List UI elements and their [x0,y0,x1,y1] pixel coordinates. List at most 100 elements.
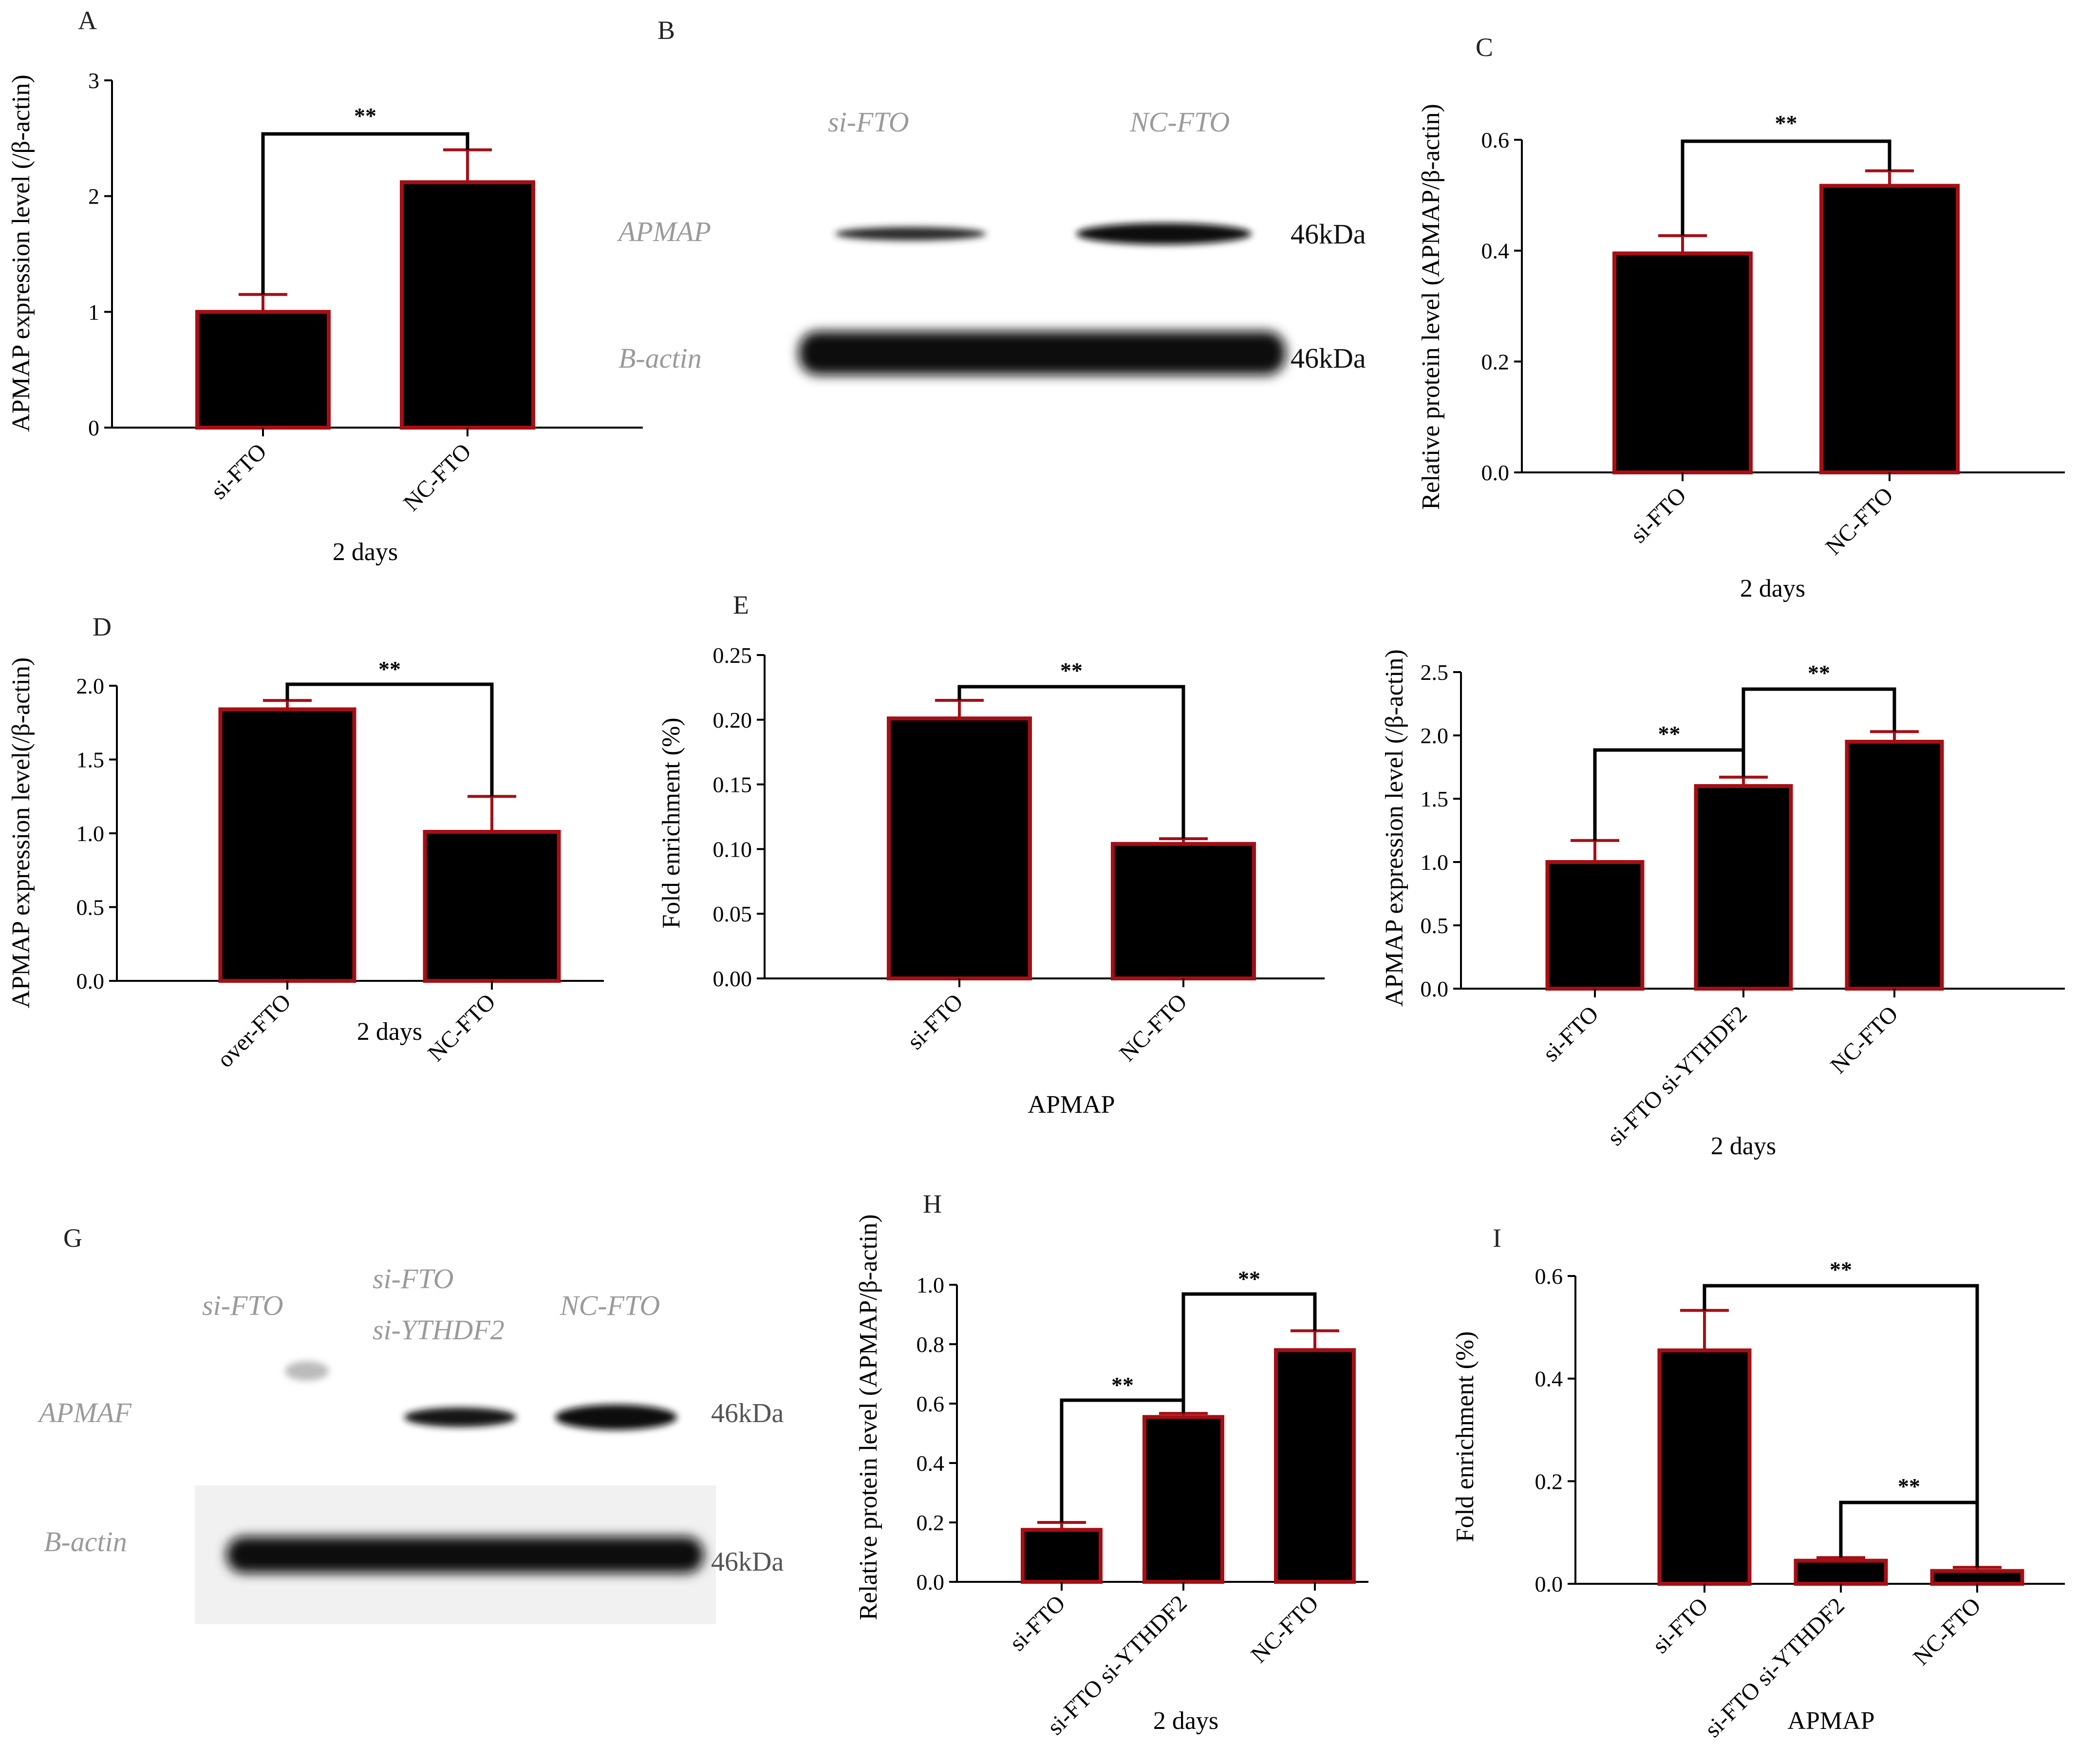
blot-b-lane-label-si-fto: si-FTO [828,106,909,138]
chart-f-y-tick-label: 0.5 [1421,913,1449,938]
chart-d-x-axis-title: 2 days [357,1018,422,1046]
panel-letter-a: A [78,6,97,35]
chart-c-y-tick-label: 0.4 [1481,239,1510,263]
chart-e-category-label-si-fto: si-FTO [902,989,968,1054]
blot-b-band-apmap-nc-fto [1076,223,1252,244]
chart-i-significance-label: ** [1898,1474,1920,1499]
chart-i-category-label-nc-fto: NC-FTO [1908,1593,1985,1670]
chart-h-category-label-nc-fto: NC-FTO [1246,1590,1323,1668]
chart-a-y-tick-label: 1 [88,300,99,324]
chart-c-significance-bracket [1681,139,1891,236]
chart-f-y-tick-label: 0.0 [1421,976,1449,1001]
chart-d-category-label-over-fto: over-FTO [212,989,296,1072]
chart-d-y-tick-label: 0.5 [76,895,105,920]
chart-f-y-tick-label: 2.5 [1421,660,1449,685]
chart-e-y-tick-label: 0.25 [713,643,752,668]
chart-f-bar-si-fto [1545,860,1645,991]
chart-a-y-axis-title: APMAP expression level (/β-actin) [7,75,35,432]
chart-c-category-label-si-fto: si-FTO [1626,482,1691,548]
chart-d-significance-label: ** [378,657,401,681]
chart-d-y-tick-label: 0.0 [76,969,105,994]
blot-b-row-label-b-actin: B-actin [618,342,702,374]
chart-c-significance-label: ** [1775,111,1797,135]
chart-e-bar-si-fto [887,716,1032,981]
chart-h-category-label-si-fto: si-FTO [1005,1590,1070,1656]
chart-i-bar-si-fto [1657,1348,1752,1586]
chart-d-y-tick-label: 1.0 [76,821,105,846]
blot-g-kda-apmaf: 46kDa [711,1398,784,1428]
western-blot-b: si-FTO NC-FTO APMAP B-actin 46kDa 46kDa [617,106,1366,375]
chart-e-y-axis-title: Fold enrichment (%) [657,717,685,928]
chart-h-y-tick-label: 0.6 [917,1391,945,1416]
panel-letter-d: D [93,612,112,641]
chart-panel-c: 0.0 0.2 0.4 0.6 si-FTO NC-FTO ** Relative prote… [1417,104,2065,602]
chart-f-y-axis-title: APMAP expression level (/β-actin) [1381,649,1408,1007]
chart-a-bar-nc-fto [400,180,535,430]
chart-e-y-tick-label: 0.15 [713,772,752,797]
blot-g-kda-b-actin: 46kDa [711,1547,784,1577]
chart-a-bar-si-fto [195,310,331,430]
chart-c-category-label-nc-fto: NC-FTO [1820,482,1898,560]
panel-letter-b: B [657,16,675,45]
chart-i-y-axis-title: Fold enrichment (%) [1451,1331,1479,1542]
chart-i-bar-nc-fto [1930,1569,2024,1586]
chart-i-significance-bracket [1703,1284,1979,1568]
blot-g-band-faint [285,1361,329,1381]
chart-e-bar-nc-fto [1111,842,1256,980]
chart-a-significance-bracket [261,132,469,295]
chart-c-y-tick-label: 0.6 [1481,128,1510,152]
blot-b-lane-label-nc-fto: NC-FTO [1129,106,1230,138]
chart-f-significance-label: ** [1658,721,1681,746]
chart-h-y-tick-label: 0.8 [917,1332,945,1357]
chart-i-y-tick-label: 0.4 [1535,1367,1563,1391]
chart-d-y-axis-title: APMAP expression level(/β-actin) [7,657,35,1009]
blot-b-kda-apmap: 46kDa [1291,218,1366,250]
chart-e-significance-label: ** [1060,658,1083,683]
blot-b-band-apmap-si-fto [835,227,986,241]
chart-i-significance-bracket [1839,1501,1979,1568]
blot-g-lane-label-nc-fto: NC-FTO [560,1290,660,1321]
chart-i-significance-label: ** [1830,1257,1852,1282]
blot-b-band-b-actin [799,331,1286,375]
chart-d-bar-nc-fto [423,829,561,983]
blot-g-band-b-actin [226,1537,704,1573]
chart-e-y-tick-label: 0.05 [713,901,752,926]
chart-f-bar-nc-fto [1845,740,1944,991]
chart-f-significance-bracket [1741,687,1896,777]
chart-h-significance-bracket [1181,1292,1317,1414]
chart-i-y-tick-label: 0.6 [1535,1264,1563,1289]
blot-g-lane-label-si-fto: si-FTO [202,1290,283,1321]
panel-letter-c: C [1476,33,1493,62]
chart-a-category-label-si-fto: si-FTO [206,438,272,504]
chart-h-y-axis-title: Relative protein level (APMAP/β-actin) [855,1214,882,1620]
chart-h-x-axis-title: 2 days [1153,1707,1218,1735]
chart-e-significance-bracket [957,685,1185,839]
chart-i-bar-si-fto-si-ythdf2 [1794,1558,1888,1586]
blot-g-lane-label-si-fto-2: si-FTO [373,1263,454,1295]
chart-f-y-tick-label: 2.0 [1421,723,1449,748]
chart-i-y-tick-label: 0.0 [1535,1572,1563,1596]
chart-d-y-tick-label: 2.0 [76,674,105,698]
chart-h-bar-si-fto-si-ythdf2 [1142,1415,1224,1584]
chart-e-y-tick-label: 0.10 [713,837,752,862]
chart-h-significance-label: ** [1111,1372,1134,1397]
chart-h-y-tick-label: 0.0 [917,1570,945,1595]
blot-g-band-apmap-si-ythdf2 [404,1407,516,1427]
chart-i-y-tick-label: 0.2 [1535,1469,1563,1494]
blot-b-row-label-apmap: APMAP [617,216,711,247]
chart-a-x-axis-title: 2 days [333,538,398,566]
blot-g-band-apmap-nc-fto [555,1405,677,1430]
chart-c-x-axis-title: 2 days [1740,575,1805,602]
chart-a-significance-label: ** [354,103,376,128]
chart-a-y-tick-label: 2 [88,184,99,209]
chart-f-category-label-nc-fto: NC-FTO [1825,1001,1903,1078]
chart-f-y-tick-label: 1.5 [1421,787,1449,811]
chart-c-y-axis-title: Relative protein level (APMAP/β-actin) [1417,104,1445,510]
chart-h-y-tick-label: 0.2 [917,1510,945,1535]
blot-b-kda-b-actin: 46kDa [1291,342,1366,374]
panel-letter-e: E [733,590,749,619]
chart-d-significance-bracket [285,682,494,797]
